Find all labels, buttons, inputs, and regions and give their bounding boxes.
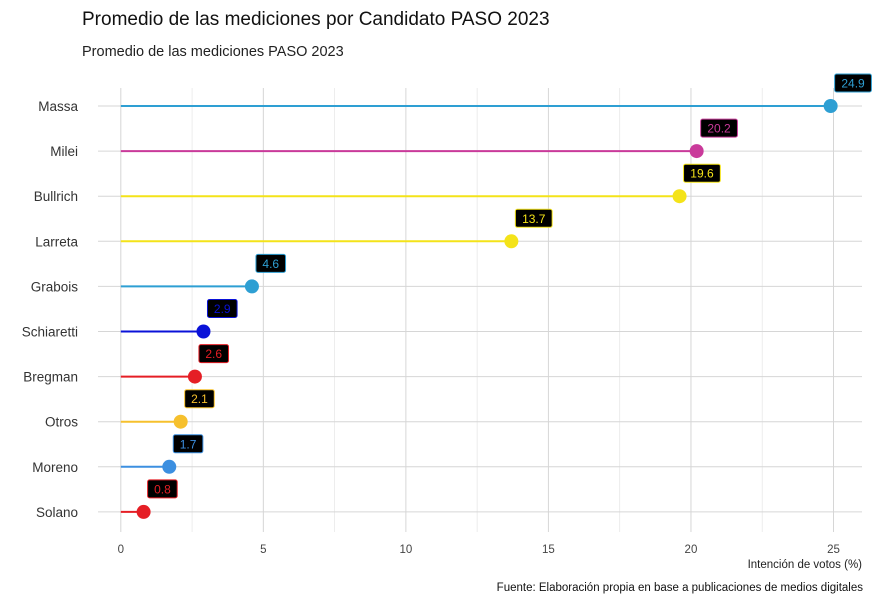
x-tick-label: 25 [827,544,840,556]
y-tick-label: Bullrich [34,189,78,204]
data-label: 24.9 [841,77,865,91]
y-tick-label: Moreno [32,460,78,475]
data-label: 4.6 [262,257,279,271]
data-label-box [700,118,738,138]
chart-title: Promedio de las mediciones por Candidato… [82,9,550,30]
x-axis-labels: 0 5 10 15 20 25 [118,544,840,556]
chart-marks: 24.9 20.2 19.6 13.7 4.6 2.9 2.6 2.1 1.7 0.8 [120,73,872,519]
y-tick-label: Bregman [23,370,78,385]
data-label-box [514,208,553,228]
x-tick-label: 15 [542,544,555,556]
chart-caption: Fuente: Elaboración propia en base a pub… [496,582,863,594]
data-label: 2.1 [191,392,208,406]
data-label-box [198,344,230,364]
lollipop-dot [244,279,259,294]
y-tick-label: Larreta [35,234,78,249]
x-tick-label: 20 [685,544,698,556]
data-label-box [255,253,287,273]
lollipop-dot [173,414,188,429]
data-label: 13.7 [522,212,546,226]
y-tick-label: Grabois [31,279,79,294]
lollipop-dot [187,369,202,384]
data-label-box [184,389,215,409]
data-label-box [206,299,238,318]
y-tick-label: Otros [45,415,78,430]
y-tick-label: Solano [36,505,78,520]
data-label: 2.6 [205,347,222,361]
data-label: 0.8 [154,482,171,496]
y-tick-label: Milei [50,144,78,159]
data-label-box [834,73,872,93]
lollipop-dot [672,189,687,204]
lollipop-dot [689,144,704,159]
y-tick-label: Schiaretti [22,325,78,340]
data-label-box [147,479,178,499]
y-tick-label: Massa [38,99,78,114]
lollipop-dot [504,234,519,249]
y-axis-labels: Massa Milei Bullrich Larreta Grabois Schiaret… [22,99,79,520]
lollipop-dot [196,324,211,339]
x-axis-title: Intención de votos (%) [748,559,863,571]
x-tick-label: 0 [118,544,124,556]
data-label: 1.7 [180,437,197,451]
lollipop-dot [823,99,838,113]
data-label: 2.9 [214,302,231,316]
x-tick-label: 5 [260,544,266,556]
data-label: 20.2 [707,122,731,136]
x-tick-label: 10 [399,544,412,556]
data-label-box [172,434,204,454]
data-label-box [683,163,721,183]
data-label: 19.6 [690,167,714,181]
chart-subtitle: Promedio de las mediciones PASO 2023 [82,44,344,60]
lollipop-dot [136,504,151,519]
lollipop-dot [162,459,177,474]
